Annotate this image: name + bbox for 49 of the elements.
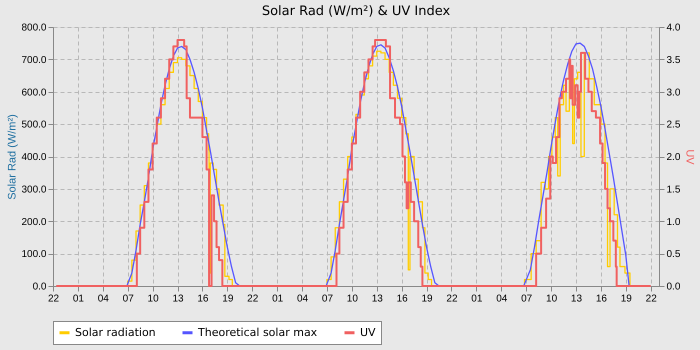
y2-tick-label: 1.0 <box>666 216 681 228</box>
x-tick-label: 01 <box>72 294 84 304</box>
x-tick-label: 01 <box>471 294 483 304</box>
y-tick-label: 400.0 <box>21 152 47 163</box>
y2-tick-label: 0.5 <box>666 249 681 260</box>
y-tick-label: 700.0 <box>21 54 47 66</box>
x-tick-label: 04 <box>98 294 110 304</box>
x-tick-label: 22 <box>247 294 259 304</box>
x-tick-label: 19 <box>222 294 234 304</box>
y2-tick-label: 2.0 <box>666 152 681 163</box>
y2-tick-label: 3.5 <box>666 54 681 66</box>
x-tick-label: 07 <box>322 294 334 304</box>
x-tick-label: 04 <box>496 294 508 304</box>
y-axis-title: Solar Rad (W/m²) <box>6 114 18 200</box>
legend-label: Theoretical solar max <box>197 326 318 339</box>
y-tick-label: 200.0 <box>21 216 47 228</box>
x-tick-label: 16 <box>197 294 209 304</box>
y2-tick-label: 2.5 <box>666 120 681 131</box>
x-tick-label: 01 <box>272 294 284 304</box>
x-tick-label: 13 <box>372 294 384 304</box>
y2-tick-label: 4.0 <box>666 22 681 34</box>
y-tick-label: 100.0 <box>21 249 47 260</box>
x-tick-label: 10 <box>546 294 558 304</box>
x-tick-label: 19 <box>422 294 434 304</box>
x-tick-label: 13 <box>570 294 582 304</box>
y2-tick-label: 3.0 <box>666 87 681 98</box>
y2-axis-title: UV <box>683 149 696 166</box>
y-tick-label: 600.0 <box>21 87 47 98</box>
chart-title: Solar Rad (W/m²) & UV Index <box>262 4 450 19</box>
x-tick-label: 22 <box>48 294 60 304</box>
legend-label: UV <box>360 326 376 339</box>
x-tick-label: 07 <box>521 294 533 304</box>
x-tick-label: 07 <box>122 294 134 304</box>
x-tick-label: 10 <box>346 294 358 304</box>
x-tick-label: 13 <box>172 294 184 304</box>
x-tick-label: 22 <box>646 294 658 304</box>
x-tick-label: 19 <box>620 294 632 304</box>
x-tick-label: 16 <box>396 294 408 304</box>
x-tick-label: 22 <box>446 294 458 304</box>
y2-tick-label: 1.5 <box>666 184 681 196</box>
x-tick-label: 10 <box>148 294 160 304</box>
y-tick-label: 0.0 <box>32 282 47 292</box>
x-tick-label: 16 <box>596 294 608 304</box>
y-tick-label: 300.0 <box>21 184 47 196</box>
legend-label: Solar radiation <box>75 326 156 339</box>
y-tick-label: 500.0 <box>21 120 47 131</box>
y-tick-label: 800.0 <box>21 22 47 34</box>
y2-tick-label: 0.0 <box>666 282 681 292</box>
x-tick-label: 04 <box>296 294 309 304</box>
